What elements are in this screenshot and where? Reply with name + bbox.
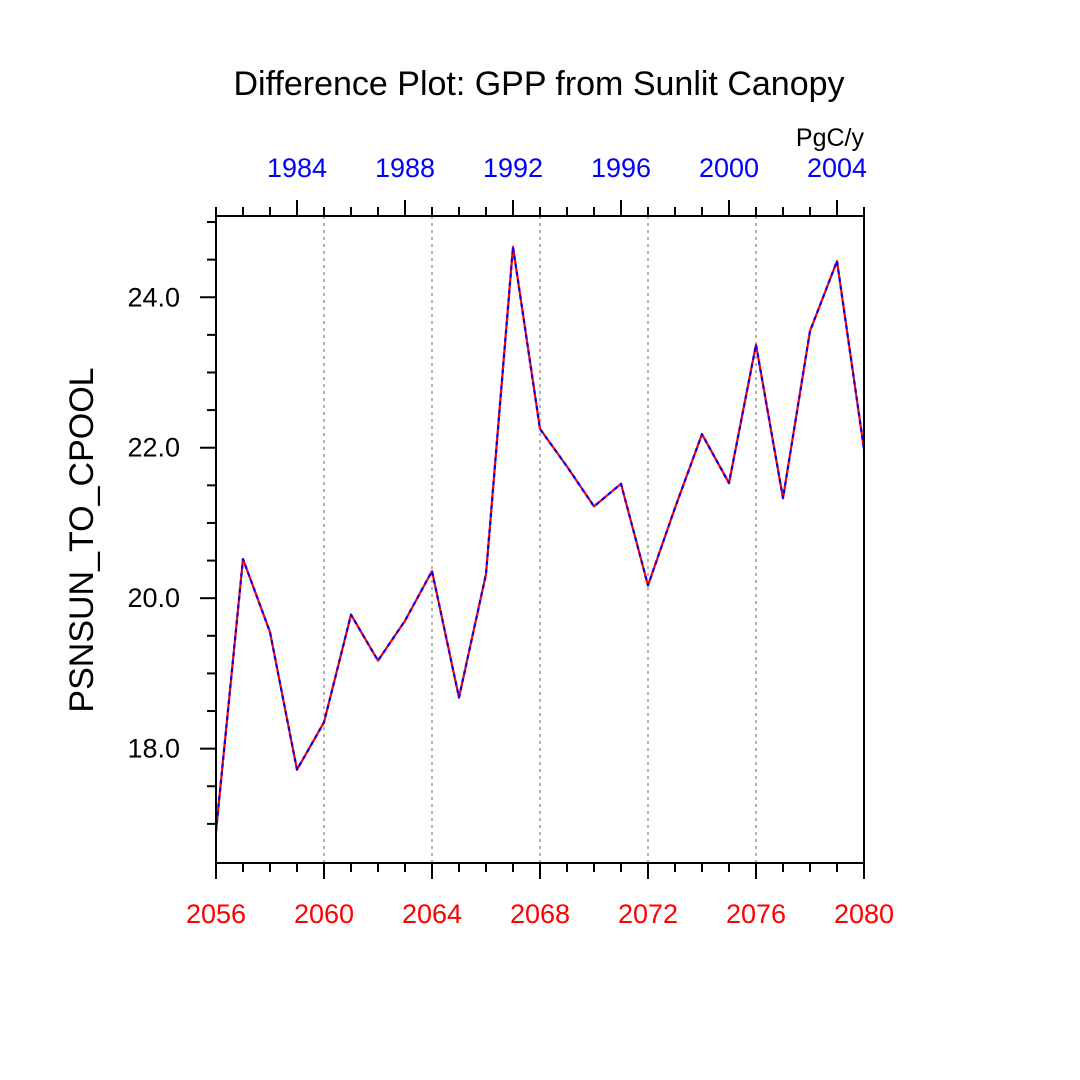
- x-bottom-tick-label: 2060: [294, 899, 354, 929]
- x-top-tick-label: 2000: [699, 153, 759, 183]
- y-tick-label: 22.0: [127, 433, 180, 463]
- x-bottom-tick-label: 2064: [402, 899, 462, 929]
- x-bottom-tick-label: 2072: [618, 899, 678, 929]
- x-top-tick-label: 1992: [483, 153, 543, 183]
- y-tick-label: 18.0: [127, 734, 180, 764]
- series-layer: [214, 245, 866, 832]
- x-bottom-tick-label: 2076: [726, 899, 786, 929]
- units-label: PgC/y: [796, 124, 865, 152]
- x-top-tick-label: 1984: [267, 153, 327, 183]
- y-axis-title: PSNSUN_TO_CPOOL: [63, 367, 101, 712]
- x-bottom-tick-label: 2068: [510, 899, 570, 929]
- x-top-tick-label: 2004: [807, 153, 867, 183]
- y-tick-label: 24.0: [127, 282, 180, 312]
- grid-layer: [323, 216, 757, 863]
- y-tick-label: 20.0: [127, 583, 180, 613]
- x-top-tick-label: 1996: [591, 153, 651, 183]
- x-top-tick-label: 1988: [375, 153, 435, 183]
- series-blue-line: [214, 245, 866, 832]
- x-bottom-tick-label: 2080: [834, 899, 894, 929]
- chart-title: Difference Plot: GPP from Sunlit Canopy: [233, 65, 844, 103]
- axis-layer: 2056 2060 2064 2068 2072 2076 2080 1984 1988 1992…: [127, 153, 894, 929]
- x-bottom-tick-label: 2056: [186, 899, 246, 929]
